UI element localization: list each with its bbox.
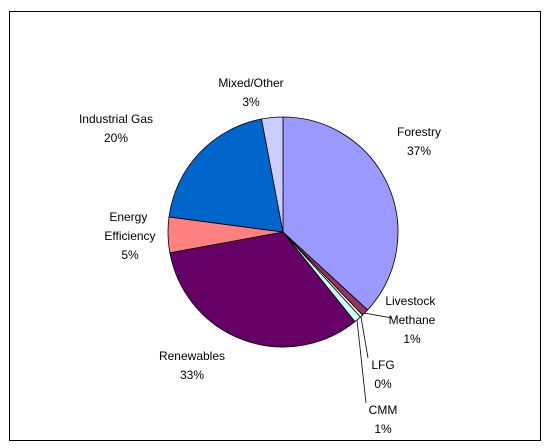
pie-slice	[169, 231, 356, 348]
pie-slice	[261, 116, 284, 233]
leader-line	[360, 316, 369, 359]
slice-label-name: CMM	[369, 403, 398, 417]
slice-label-value: 37%	[407, 144, 431, 158]
slice-label-name: Livestock Methane	[385, 294, 438, 327]
leader-line	[356, 319, 367, 404]
slice-label-value: 1%	[403, 332, 421, 346]
slice-label-value: 20%	[104, 131, 128, 145]
leader-line	[363, 312, 393, 319]
slice-label-value: 3%	[242, 95, 260, 109]
slice-label-value: 5%	[121, 248, 139, 262]
slice-label-name: Renewables	[159, 349, 225, 363]
pie-slice	[168, 118, 284, 233]
slice-label-name: Forestry	[397, 125, 441, 139]
slice-label-value: 1%	[374, 422, 392, 436]
slice-label-value: 0%	[374, 377, 392, 391]
slice-label-value: 33%	[180, 368, 204, 382]
slice-label-name: Industrial Gas	[79, 112, 153, 126]
pie-slice	[282, 116, 399, 311]
slice-label-name: Mixed/Other	[218, 76, 283, 90]
slice-label-name: LFG	[371, 358, 394, 372]
slice-label-name: Energy Efficiency	[104, 210, 155, 243]
